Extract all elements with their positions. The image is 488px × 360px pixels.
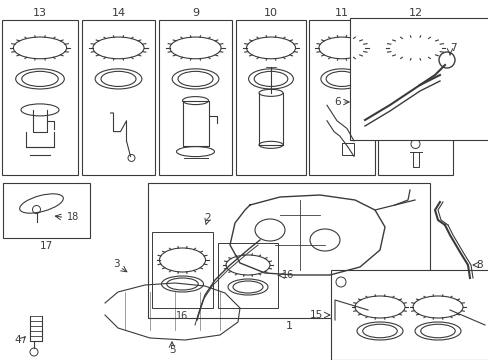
- Text: 10: 10: [264, 8, 278, 18]
- Text: 17: 17: [40, 241, 53, 251]
- Bar: [377, 20, 452, 175]
- Text: 16: 16: [282, 270, 294, 280]
- Bar: [148, 183, 429, 318]
- Text: 15: 15: [309, 310, 323, 320]
- Bar: [152, 232, 213, 308]
- Bar: [330, 270, 488, 360]
- Text: 12: 12: [407, 8, 422, 18]
- Bar: [159, 20, 231, 175]
- Bar: [308, 20, 374, 175]
- Bar: [349, 18, 488, 140]
- Text: 1: 1: [285, 321, 292, 331]
- Text: 9: 9: [192, 8, 199, 18]
- Text: 8: 8: [476, 260, 482, 270]
- Text: 13: 13: [33, 8, 47, 18]
- Bar: [2, 20, 78, 175]
- Bar: [236, 20, 305, 175]
- Text: 5: 5: [169, 345, 176, 355]
- Bar: [218, 243, 278, 308]
- Text: 4: 4: [15, 335, 21, 345]
- Text: 2: 2: [204, 213, 211, 223]
- Text: 16: 16: [176, 311, 188, 321]
- Text: 18: 18: [66, 212, 79, 222]
- Text: 3: 3: [112, 259, 119, 269]
- Bar: [3, 183, 90, 238]
- Bar: [82, 20, 155, 175]
- Text: 14: 14: [111, 8, 125, 18]
- Text: 11: 11: [334, 8, 348, 18]
- Text: 6: 6: [334, 97, 341, 107]
- Text: 7: 7: [449, 43, 456, 53]
